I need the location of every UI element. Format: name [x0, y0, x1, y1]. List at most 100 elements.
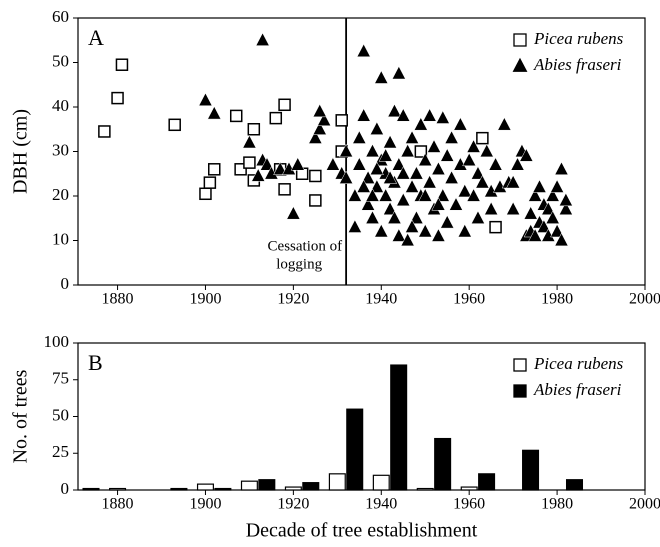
- bar: [109, 487, 127, 491]
- legend-label: Picea rubens: [533, 354, 624, 373]
- data-point: [414, 145, 428, 158]
- data-point: [308, 130, 323, 144]
- x-axis-label: Decade of tree establishment: [246, 520, 478, 542]
- bar: [258, 479, 276, 491]
- data-point: [466, 139, 481, 153]
- legend-marker: [512, 57, 528, 72]
- x-tick-label: 1920: [277, 496, 309, 513]
- bar: [346, 408, 364, 491]
- data-point: [558, 201, 573, 215]
- x-tick-label: 1980: [541, 496, 573, 513]
- bar: [240, 480, 258, 491]
- data-point: [325, 157, 340, 171]
- data-point: [378, 148, 393, 162]
- legend-marker: [513, 358, 527, 372]
- y-tick-label: 75: [52, 369, 69, 388]
- data-point: [506, 201, 521, 215]
- data-point: [558, 192, 573, 207]
- data-point: [391, 228, 406, 242]
- data-point: [422, 174, 437, 189]
- data-point: [418, 223, 433, 238]
- legend-marker: [513, 33, 527, 47]
- data-point: [115, 58, 129, 71]
- data-point: [479, 143, 494, 158]
- x-tick-label: 1960: [453, 291, 485, 308]
- data-point: [409, 166, 424, 180]
- data-point: [488, 157, 503, 171]
- data-point: [440, 214, 455, 229]
- data-point: [554, 232, 569, 247]
- bar: [170, 487, 188, 491]
- x-tick-label: 1980: [541, 291, 573, 308]
- data-point: [528, 228, 543, 242]
- data-point: [545, 210, 560, 224]
- y-tick-label: 10: [52, 229, 69, 248]
- data-point: [470, 166, 485, 180]
- data-point: [234, 163, 247, 176]
- data-point: [453, 117, 468, 131]
- data-point: [431, 228, 446, 242]
- x-tick-label: 2000: [629, 496, 660, 513]
- bar: [302, 482, 320, 491]
- data-point: [422, 108, 437, 122]
- data-point: [475, 174, 490, 189]
- legend-label: Picea rubens: [533, 29, 624, 48]
- data-point: [554, 161, 569, 175]
- data-point: [278, 183, 291, 196]
- data-point: [444, 170, 459, 184]
- data-point: [242, 134, 257, 149]
- data-point: [391, 157, 406, 171]
- data-point: [440, 148, 455, 162]
- x-tick-label: 1940: [365, 291, 397, 308]
- data-point: [309, 194, 322, 207]
- data-point: [536, 219, 551, 233]
- panel-label: A: [88, 25, 104, 50]
- y-tick-label: 0: [61, 274, 70, 293]
- data-point: [273, 161, 288, 175]
- data-point: [457, 223, 472, 238]
- data-point: [484, 201, 499, 215]
- data-point: [335, 114, 348, 127]
- data-point: [444, 130, 459, 144]
- data-point: [470, 210, 485, 224]
- data-point: [365, 188, 380, 202]
- y-tick-label: 20: [52, 185, 69, 204]
- data-point: [532, 179, 547, 193]
- y-tick-label: 100: [44, 332, 70, 351]
- y-tick-label: 50: [52, 51, 69, 70]
- y-axis-label: No. of trees: [10, 369, 32, 463]
- data-point: [374, 223, 389, 238]
- data-point: [339, 143, 354, 158]
- data-point: [199, 187, 212, 201]
- x-tick-label: 1880: [102, 496, 134, 513]
- reference-label: logging: [276, 256, 322, 272]
- data-point: [497, 117, 512, 131]
- data-point: [400, 143, 415, 158]
- data-point: [339, 170, 354, 184]
- data-point: [309, 169, 322, 183]
- y-tick-label: 60: [52, 7, 69, 26]
- bar: [478, 473, 496, 491]
- data-point: [435, 188, 450, 202]
- bar: [196, 483, 214, 491]
- y-tick-label: 0: [61, 479, 70, 498]
- data-point: [251, 168, 266, 182]
- data-point: [168, 118, 181, 132]
- data-point: [457, 183, 472, 198]
- data-point: [207, 105, 222, 120]
- data-point: [312, 103, 327, 118]
- data-point: [347, 188, 362, 202]
- y-tick-label: 25: [52, 442, 69, 461]
- data-point: [312, 121, 327, 135]
- x-tick-label: 1900: [189, 291, 221, 308]
- data-point: [269, 111, 283, 125]
- data-point: [98, 125, 111, 138]
- bar: [522, 449, 540, 491]
- data-point: [510, 157, 525, 171]
- data-point: [208, 163, 221, 176]
- data-point: [466, 188, 481, 202]
- data-point: [405, 219, 420, 233]
- data-point: [418, 188, 433, 202]
- bar: [416, 487, 434, 491]
